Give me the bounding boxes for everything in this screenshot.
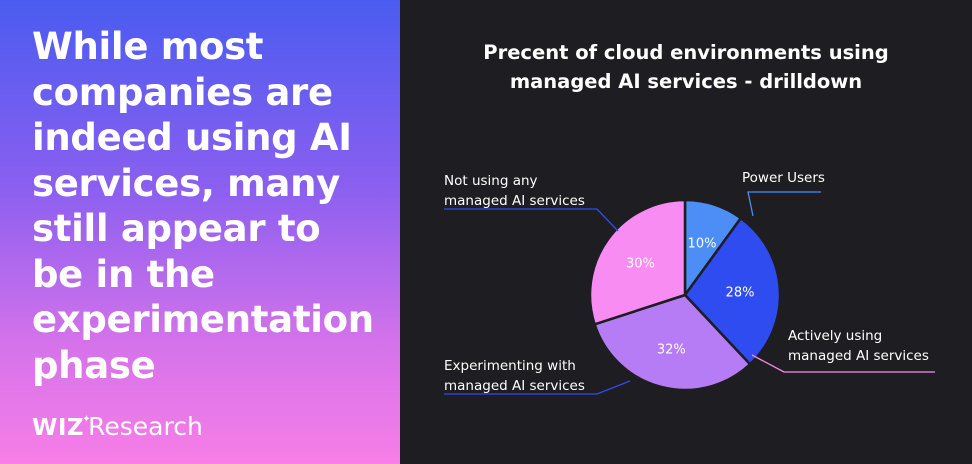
category-label-power-line-1: Power Users xyxy=(742,170,825,186)
pie-value-label-experimenting: 32% xyxy=(657,342,686,357)
pie-value-label-power: 10% xyxy=(688,237,717,252)
category-label-experimenting-line-1: Experimenting with xyxy=(444,358,576,374)
leader-line-not_using xyxy=(444,208,619,232)
pie-value-label-not_using: 30% xyxy=(626,257,655,272)
chart-panel: Precent of cloud environments using mana… xyxy=(400,0,972,464)
chart-title-line-1: Precent of cloud environments using xyxy=(483,41,889,64)
pie-chart: 10% Power Users 28% Actively using managed A… xyxy=(444,170,935,395)
headline: While most companies are indeed using AI… xyxy=(32,25,374,387)
category-label-active-line-1: Actively using xyxy=(788,328,882,344)
pie-value-label-active: 28% xyxy=(726,286,755,301)
pie-slice-active xyxy=(683,216,782,366)
wiz-logo-mark: WIZ ✦ xyxy=(32,414,91,442)
category-label-active-line-2: managed AI services xyxy=(788,348,929,364)
category-label-not_using-line-1: Not using any xyxy=(444,173,538,189)
wiz-research-logo: WIZ ✦ Research xyxy=(32,413,203,442)
pie-slice-experimenting xyxy=(593,293,752,392)
research-label: Research xyxy=(88,412,203,441)
pie-slice-not_using xyxy=(588,198,687,326)
category-label-not_using-line-2: managed AI services xyxy=(444,193,585,209)
spark-icon: ✦ xyxy=(82,414,92,425)
leader-line-experimenting xyxy=(444,380,631,395)
leader-line-active xyxy=(751,354,935,373)
category-label-experimenting-line-2: managed AI services xyxy=(444,378,585,394)
chart-title-line-2: managed AI services - drilldown xyxy=(509,70,863,93)
wiz-logo-text: WIZ xyxy=(32,415,85,441)
chart-title: Precent of cloud environments using mana… xyxy=(400,38,972,96)
left-panel: While most companies are indeed using AI… xyxy=(0,0,400,464)
leader-line-power xyxy=(747,191,821,217)
